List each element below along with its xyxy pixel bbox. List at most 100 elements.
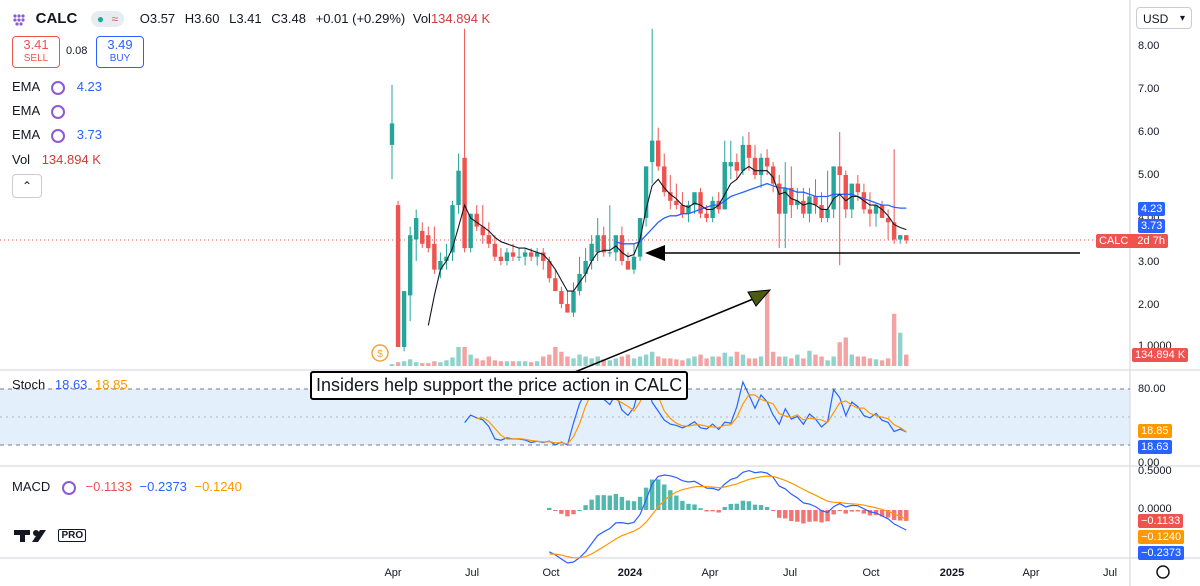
volume-bar bbox=[510, 361, 516, 366]
symbol-toggle[interactable]: ● ≈ bbox=[90, 11, 125, 27]
wave-icon: ≈ bbox=[111, 12, 119, 26]
macd-histogram-bar bbox=[680, 500, 685, 510]
candle-body bbox=[522, 252, 528, 257]
candle-body bbox=[438, 261, 443, 270]
stoch-legend[interactable]: Stoch 18.63 18.85 bbox=[12, 377, 128, 392]
volume-bar bbox=[565, 356, 570, 366]
volume-bar bbox=[873, 359, 879, 366]
macd-histogram-bar bbox=[553, 510, 558, 511]
candle-body bbox=[819, 205, 824, 218]
volume-bar bbox=[607, 360, 612, 366]
candle-body bbox=[601, 235, 606, 253]
volume-bar bbox=[432, 361, 437, 366]
candle-body bbox=[395, 205, 401, 347]
ema-3-legend[interactable]: EMA 3.73 bbox=[12, 127, 102, 143]
volume-bar bbox=[795, 354, 800, 366]
volume-bar bbox=[674, 359, 679, 366]
macd-histogram-bar bbox=[613, 493, 619, 510]
time-axis-label: Jul bbox=[465, 567, 479, 579]
macd-histogram-bar bbox=[704, 510, 709, 512]
macd-signal-line bbox=[549, 475, 907, 559]
candle-body bbox=[528, 252, 534, 257]
candle-body bbox=[559, 291, 564, 304]
macd-histogram-bar bbox=[728, 503, 733, 510]
candle-body bbox=[474, 213, 479, 227]
volume-bar bbox=[710, 356, 715, 366]
macd-histogram-bar bbox=[559, 510, 564, 514]
candle-body bbox=[770, 166, 776, 184]
volume-bar bbox=[668, 358, 673, 366]
candle-body bbox=[867, 209, 873, 214]
macd-histogram-bar bbox=[583, 505, 588, 510]
annotation-arrowhead bbox=[747, 289, 772, 307]
volume-bar bbox=[643, 354, 649, 366]
settings-icon[interactable] bbox=[51, 104, 66, 119]
ema-slow-line bbox=[427, 165, 907, 326]
vol-label: Vol bbox=[12, 152, 31, 167]
candle-body bbox=[704, 213, 709, 218]
candle-body bbox=[414, 218, 419, 240]
candle-body bbox=[764, 157, 770, 167]
volume-bar bbox=[879, 360, 885, 366]
macd-histogram-bar bbox=[879, 510, 885, 517]
volume-bar bbox=[813, 354, 818, 366]
candle-body bbox=[831, 166, 836, 210]
buy-button[interactable]: 3.49 BUY bbox=[96, 36, 144, 68]
volume-bar bbox=[770, 351, 776, 366]
collapse-legend-button[interactable]: ⌃ bbox=[12, 174, 42, 198]
dividend-marker-icon[interactable] bbox=[371, 344, 389, 362]
candle-body bbox=[547, 261, 552, 279]
price-tick-3: 3.00 bbox=[1138, 256, 1160, 268]
currency-selector[interactable]: USD ▾ bbox=[1136, 7, 1192, 29]
volume-bar bbox=[843, 337, 848, 366]
volume-bar bbox=[831, 356, 836, 366]
settings-icon[interactable] bbox=[51, 80, 66, 95]
macd-histogram-bar bbox=[547, 507, 552, 510]
price-tick-8: 8.00 bbox=[1138, 40, 1160, 52]
volume-bar bbox=[656, 356, 661, 366]
volume-legend[interactable]: Vol 134.894 K bbox=[12, 152, 101, 167]
ema-2-legend[interactable]: EMA bbox=[12, 103, 66, 119]
macd-legend[interactable]: MACD −0.1133 −0.2373 −0.1240 bbox=[12, 479, 242, 495]
macd-histogram-bar bbox=[565, 510, 570, 517]
candle-body bbox=[553, 278, 558, 292]
volume-bar bbox=[752, 358, 758, 366]
sell-button[interactable]: 3.41 SELL bbox=[12, 36, 60, 68]
time-remaining-label: 2d 7h bbox=[1137, 235, 1165, 247]
candle-body bbox=[686, 205, 691, 214]
volume-bar bbox=[789, 358, 794, 366]
candle-body bbox=[420, 230, 425, 244]
settings-icon[interactable] bbox=[61, 480, 76, 495]
macd-histogram-bar bbox=[595, 495, 600, 510]
macd-histogram-bar bbox=[619, 496, 625, 510]
macd-histogram-bar bbox=[795, 510, 800, 522]
symbol-name[interactable]: CALC bbox=[35, 10, 78, 27]
volume-bar bbox=[619, 356, 625, 366]
volume-bar bbox=[807, 350, 812, 366]
volume-label: Vol bbox=[412, 11, 431, 26]
price-tick-5: 5.00 bbox=[1138, 169, 1160, 181]
time-axis-label: 2025 bbox=[940, 567, 964, 579]
logo-pro-label: PRO bbox=[58, 529, 87, 543]
macd-histogram-bar bbox=[577, 509, 582, 511]
candle-body bbox=[589, 243, 594, 261]
time-axis-label: Apr bbox=[701, 567, 718, 579]
volume-bar bbox=[414, 362, 419, 366]
gear-icon[interactable] bbox=[1156, 565, 1170, 579]
ema-1-value: 4.23 bbox=[76, 79, 103, 94]
candle-body bbox=[807, 196, 812, 214]
volume-bar bbox=[480, 360, 485, 366]
ohlc-open: O3.57 bbox=[139, 11, 176, 26]
tradingview-logo[interactable]: PRO bbox=[14, 527, 87, 545]
macd-histogram-bar bbox=[904, 510, 909, 521]
candle-body bbox=[879, 205, 885, 218]
candle-body bbox=[468, 213, 473, 249]
macd-histogram-bar bbox=[710, 510, 715, 512]
candle-body bbox=[777, 183, 782, 214]
settings-icon[interactable] bbox=[51, 128, 66, 143]
ohlc-close: C3.48 bbox=[271, 11, 306, 26]
volume-bar bbox=[426, 363, 431, 366]
ema-1-legend[interactable]: EMA 4.23 bbox=[12, 79, 102, 95]
